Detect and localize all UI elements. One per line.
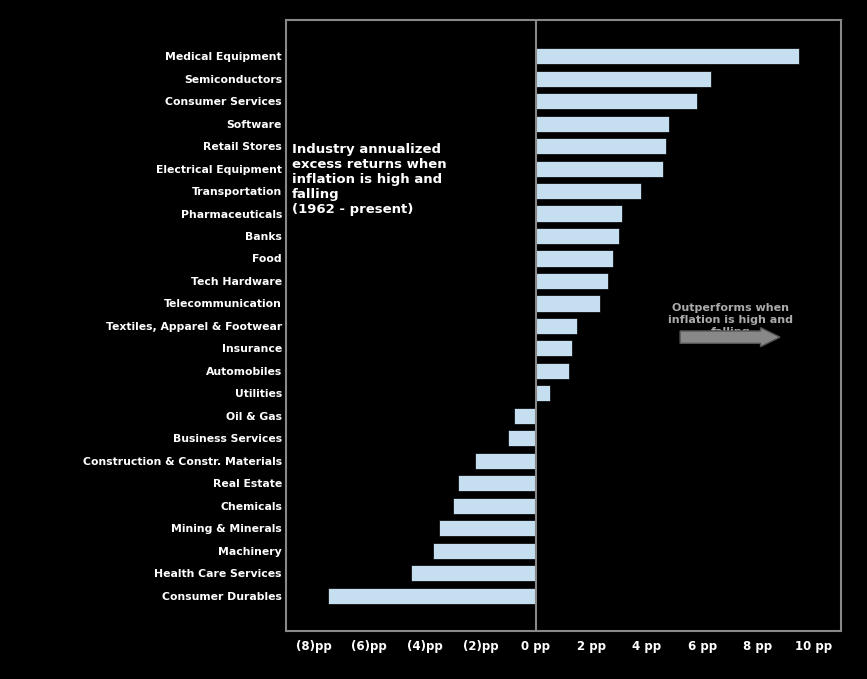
- Bar: [453, 498, 536, 514]
- Text: Outperforms when
inflation is high and
falling: Outperforms when inflation is high and f…: [668, 304, 792, 337]
- Bar: [536, 115, 669, 132]
- Bar: [411, 565, 536, 581]
- Bar: [536, 48, 799, 65]
- Bar: [536, 228, 619, 244]
- Bar: [536, 363, 569, 379]
- Bar: [536, 295, 600, 312]
- Text: Industry annualized
excess returns when
inflation is high and
falling
(1962 - pr: Industry annualized excess returns when …: [291, 143, 447, 217]
- Bar: [434, 543, 536, 559]
- Bar: [536, 183, 642, 199]
- Bar: [536, 251, 614, 267]
- Bar: [513, 407, 536, 424]
- Bar: [536, 160, 663, 177]
- Bar: [475, 453, 536, 469]
- Bar: [536, 318, 577, 334]
- Bar: [536, 71, 711, 87]
- Bar: [328, 587, 536, 604]
- Bar: [536, 206, 622, 221]
- Bar: [536, 93, 697, 109]
- Bar: [536, 385, 550, 401]
- Bar: [508, 430, 536, 446]
- FancyArrow shape: [680, 327, 780, 347]
- Bar: [536, 138, 666, 154]
- Bar: [536, 273, 608, 289]
- Bar: [536, 340, 572, 356]
- Bar: [439, 520, 536, 536]
- Bar: [458, 475, 536, 492]
